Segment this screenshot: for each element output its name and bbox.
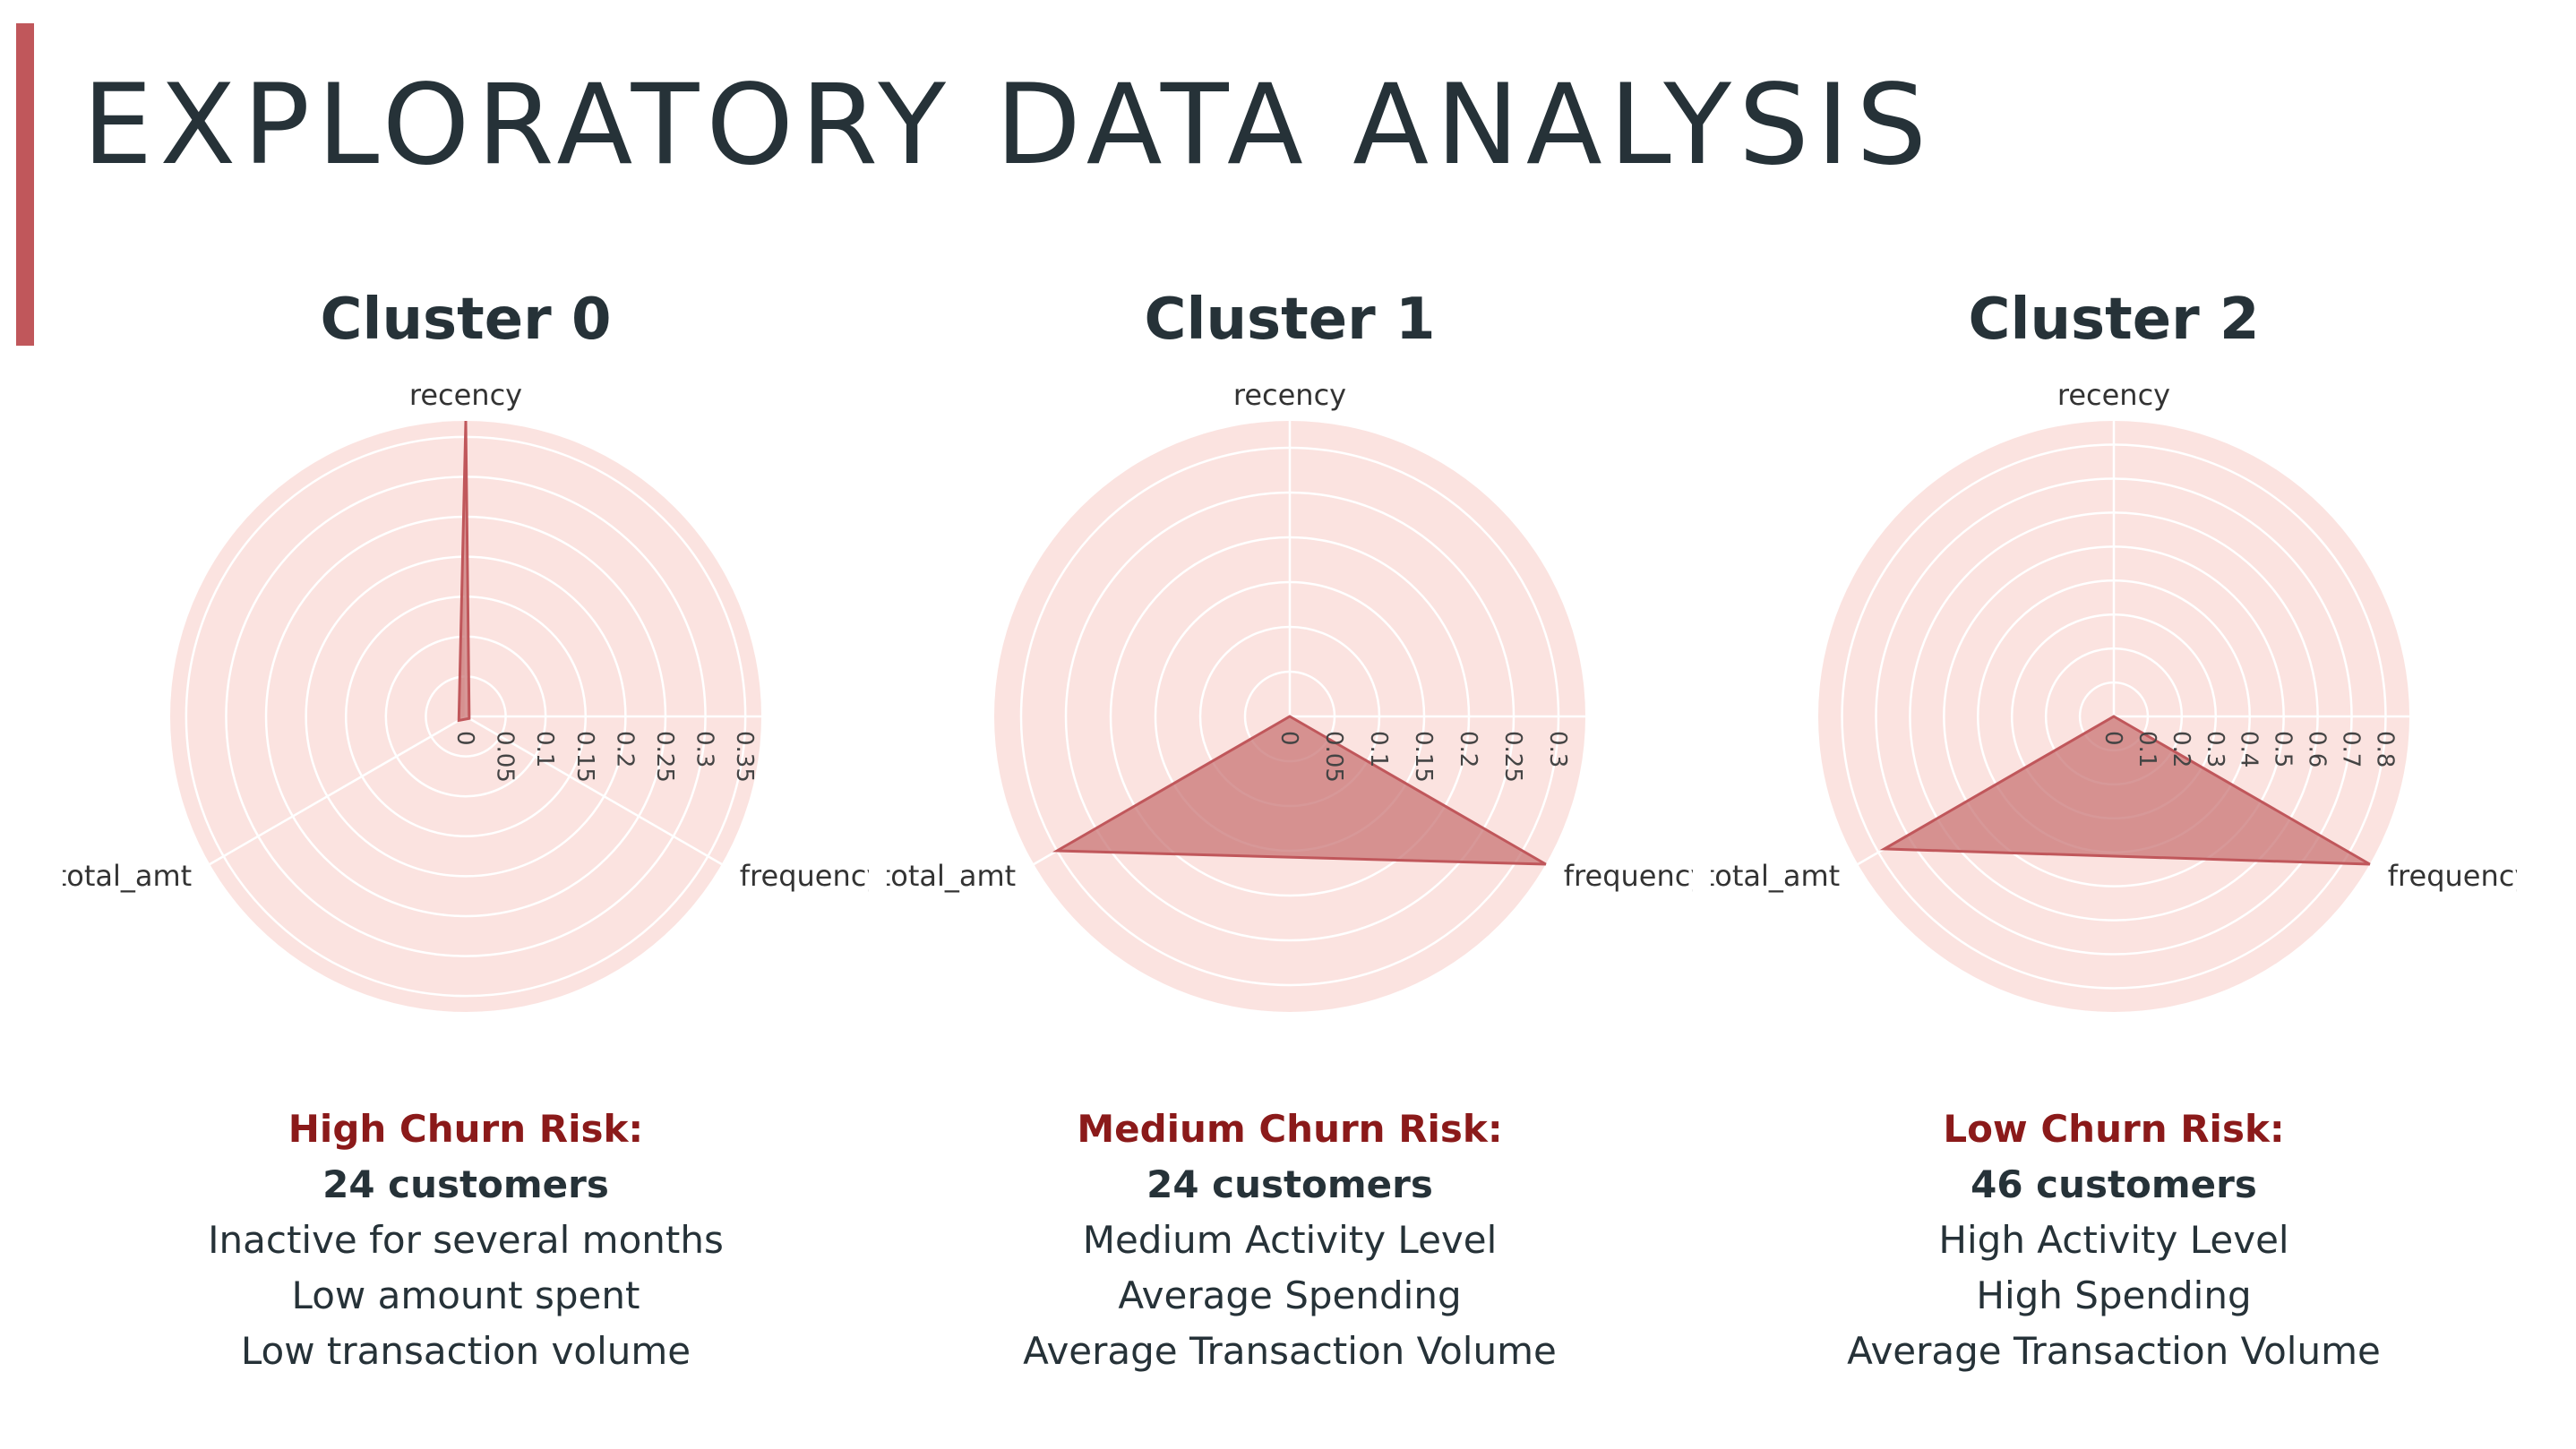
axis-label-recency: recency — [1233, 378, 1346, 412]
tick-label: 0.7 — [2338, 731, 2365, 767]
axis-label-total-amt: total_amt — [63, 859, 192, 893]
tick-label: 0.5 — [2270, 731, 2297, 767]
tick-label: 0.1 — [531, 731, 558, 767]
tick-label: 0.15 — [571, 731, 598, 783]
axis-label-total-amt: total_amt — [887, 859, 1016, 893]
customer-count: 24 customers — [322, 1162, 609, 1206]
cluster-description: Low Churn Risk: 46 customers High Activi… — [1711, 1102, 2517, 1379]
tick-label: 0 — [1275, 731, 1302, 746]
description-line: High Spending — [1976, 1273, 2252, 1317]
tick-label: 0.1 — [1365, 731, 1392, 767]
tick-label: 0.6 — [2304, 731, 2331, 767]
tick-label: 0.1 — [2134, 731, 2160, 767]
tick-label: 0 — [2099, 731, 2126, 746]
radar-spoke — [465, 715, 723, 866]
tick-label: 0.4 — [2236, 731, 2263, 767]
description-line: Average Spending — [1118, 1273, 1462, 1317]
cluster-title: Cluster 2 — [1968, 287, 2260, 353]
axis-label-frequency: frequency — [2388, 859, 2517, 893]
data-series-polygon — [457, 420, 471, 723]
radar-spoke — [209, 715, 467, 866]
radar-chart-cluster-0: 0 0.05 0.1 0.15 0.2 0.25 0.3 0.35 recency frequen… — [63, 378, 869, 1012]
page-title: EXPLORATORY DATA ANALYSIS — [82, 61, 1935, 190]
churn-risk-label: Low Churn Risk: — [1943, 1107, 2285, 1151]
tick-label: 0.2 — [611, 731, 638, 767]
description-line: Average Transaction Volume — [1023, 1329, 1557, 1373]
cluster-title: Cluster 1 — [1144, 287, 1436, 353]
cluster-description: High Churn Risk: 24 customers Inactive f… — [63, 1102, 869, 1379]
axis-label-total-amt: total_amt — [1711, 859, 1840, 893]
customer-count: 46 customers — [1971, 1162, 2257, 1206]
axis-label-recency: recency — [409, 378, 522, 412]
description-line: Inactive for several months — [208, 1218, 724, 1262]
axis-label-recency: recency — [2057, 378, 2170, 412]
description-line: High Activity Level — [1938, 1218, 2289, 1262]
churn-risk-label: High Churn Risk: — [288, 1107, 644, 1151]
description-line: Medium Activity Level — [1082, 1218, 1498, 1262]
radar-chart-cluster-2: 0 0.1 0.2 0.3 0.4 0.5 0.6 0.7 0.8 recency frequenc… — [1711, 378, 2517, 1012]
cluster-description: Medium Churn Risk: 24 customers Medium A… — [887, 1102, 1693, 1379]
tick-label: 0.25 — [1499, 731, 1526, 783]
cluster-2-panel: Cluster 2 0 0.1 0.2 0.3 0.4 0.5 0.6 0.7 0.8 recen… — [1711, 269, 2517, 1397]
description-line: Average Transaction Volume — [1847, 1329, 2381, 1373]
data-series-polygon — [1879, 715, 2371, 866]
axis-label-frequency: frequency — [740, 859, 869, 893]
tick-label: 0.8 — [2371, 731, 2398, 767]
cluster-title: Cluster 0 — [320, 287, 612, 353]
tick-label: 0.35 — [731, 731, 758, 783]
tick-label: 0.15 — [1410, 731, 1437, 783]
churn-risk-label: Medium Churn Risk: — [1077, 1107, 1503, 1151]
description-line: Low transaction volume — [240, 1329, 691, 1373]
data-series-polygon — [1052, 715, 1547, 866]
tick-label: 0.3 — [2202, 731, 2228, 767]
tick-label: 0 — [451, 731, 478, 746]
tick-label: 0.05 — [1320, 731, 1347, 783]
tick-label: 0.3 — [691, 731, 718, 767]
tick-label: 0.3 — [1544, 731, 1571, 767]
accent-bar — [16, 23, 34, 346]
axis-label-frequency: frequency — [1564, 859, 1693, 893]
cluster-1-panel: Cluster 1 0 0.05 0.1 0.15 0.2 0.25 0.3 recency f… — [887, 269, 1693, 1397]
tick-label: 0.2 — [1455, 731, 1481, 767]
tick-label: 0.25 — [651, 731, 678, 783]
tick-label: 0.2 — [2168, 731, 2194, 767]
customer-count: 24 customers — [1146, 1162, 1433, 1206]
tick-label: 0.05 — [492, 731, 519, 783]
cluster-0-panel: Cluster 0 0 0.05 0.1 0.15 0.2 0.25 0.3 0.35 rece… — [63, 269, 869, 1397]
radar-chart-cluster-1: 0 0.05 0.1 0.15 0.2 0.25 0.3 recency frequency to… — [887, 378, 1693, 1012]
description-line: Low amount spent — [291, 1273, 640, 1317]
